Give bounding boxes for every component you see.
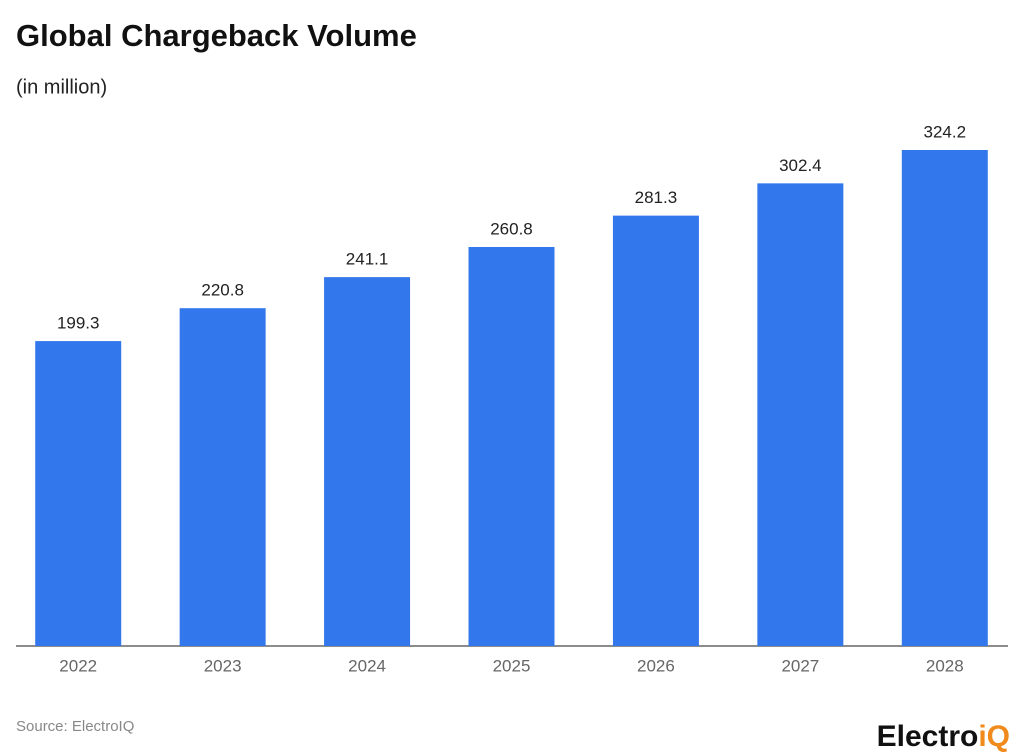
bar bbox=[757, 183, 844, 647]
x-tick-label: 2024 bbox=[348, 656, 386, 675]
bar bbox=[179, 308, 266, 646]
x-tick-label: 2022 bbox=[59, 656, 97, 675]
source: Source: ElectroIQ bbox=[16, 718, 134, 735]
chart-subtitle: (in million) bbox=[16, 76, 107, 98]
value-label: 260.8 bbox=[490, 219, 533, 238]
value-label: 281.3 bbox=[635, 188, 678, 207]
logo: ElectroiQ bbox=[877, 720, 1010, 753]
bar bbox=[901, 150, 988, 646]
chart-title: Global Chargeback Volume bbox=[16, 18, 417, 53]
x-tick-label: 2026 bbox=[637, 656, 675, 675]
logo-main: Electro bbox=[877, 720, 979, 753]
x-tick-label: 2023 bbox=[204, 656, 242, 675]
value-label: 324.2 bbox=[924, 122, 967, 141]
bar bbox=[324, 277, 411, 646]
value-label: 241.1 bbox=[346, 250, 389, 269]
bar bbox=[612, 215, 699, 647]
value-label: 220.8 bbox=[201, 281, 244, 300]
x-tick-label: 2028 bbox=[926, 656, 964, 675]
bar bbox=[468, 246, 555, 646]
value-label: 302.4 bbox=[779, 156, 822, 175]
bar bbox=[35, 341, 122, 646]
value-label: 199.3 bbox=[57, 314, 100, 333]
x-tick-label: 2025 bbox=[493, 656, 531, 675]
logo-accent: iQ bbox=[978, 720, 1010, 753]
x-tick-label: 2027 bbox=[781, 656, 819, 675]
